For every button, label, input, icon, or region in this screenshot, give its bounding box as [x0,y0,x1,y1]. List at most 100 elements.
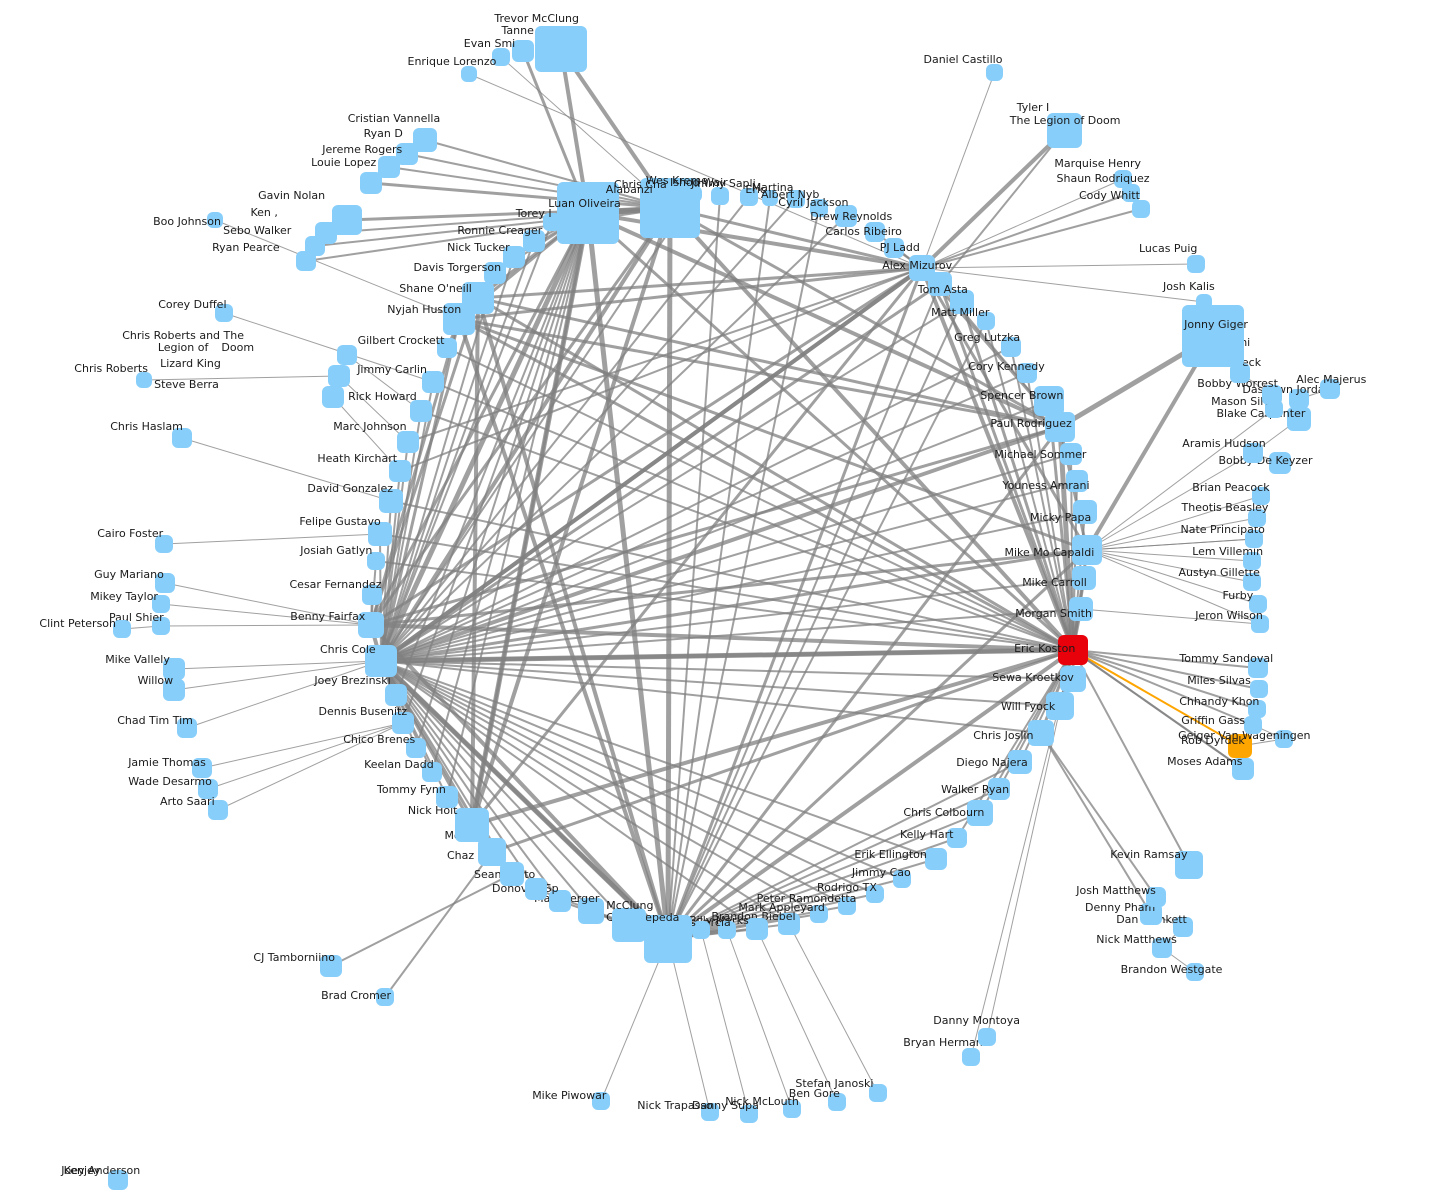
graph-node[interactable] [389,460,411,482]
graph-node[interactable] [525,878,547,900]
graph-node[interactable] [1287,407,1311,431]
graph-node[interactable] [328,365,350,387]
graph-node[interactable] [928,272,952,296]
graph-node[interactable] [1046,692,1074,720]
graph-node[interactable] [1173,917,1193,937]
graph-node[interactable] [692,921,710,939]
graph-node[interactable] [810,905,828,923]
graph-node[interactable] [215,304,233,322]
graph-node[interactable] [1152,938,1172,958]
graph-node[interactable] [986,64,1003,81]
graph-node[interactable] [686,186,702,202]
graph-node[interactable] [1243,573,1261,591]
graph-node[interactable] [523,230,545,252]
graph-node[interactable] [1073,500,1097,524]
graph-node[interactable] [396,143,418,165]
graph-node[interactable] [701,1103,719,1121]
graph-node[interactable] [436,786,458,808]
graph-node[interactable] [152,617,170,635]
graph-node[interactable] [322,386,344,408]
graph-node[interactable] [397,431,419,453]
graph-node[interactable] [367,552,385,570]
graph-node[interactable] [500,862,524,886]
graph-node[interactable] [155,535,173,553]
graph-node[interactable] [1132,200,1150,218]
graph-node[interactable] [740,1105,758,1123]
graph-node[interactable] [787,190,805,208]
graph-node[interactable] [1196,294,1212,310]
graph-node[interactable] [362,585,382,605]
graph-node[interactable] [1175,851,1203,879]
graph-node[interactable] [1320,379,1340,399]
graph-node[interactable] [376,988,394,1006]
graph-node[interactable] [718,921,736,939]
graph-node[interactable] [1072,566,1096,590]
graph-node[interactable] [1248,509,1266,527]
graph-node[interactable] [549,890,571,912]
graph-node[interactable] [1140,903,1162,925]
graph-node[interactable] [437,338,457,358]
graph-node[interactable] [1244,716,1262,734]
graph-node[interactable] [503,246,525,268]
graph-node[interactable] [379,489,403,513]
graph-node[interactable] [1114,170,1132,188]
graph-node[interactable] [1060,443,1082,465]
graph-node[interactable] [1072,535,1102,565]
graph-node[interactable] [592,1092,610,1110]
graph-node[interactable] [1248,700,1266,718]
graph-node[interactable] [378,156,400,178]
graph-node[interactable] [977,312,995,330]
graph-node[interactable] [113,620,131,638]
graph-node[interactable] [392,712,414,734]
graph-node[interactable] [512,40,534,62]
graph-node[interactable] [1034,386,1064,416]
graph-node[interactable] [1017,363,1037,383]
graph-node[interactable] [478,838,506,866]
graph-node[interactable] [365,645,397,677]
graph-node[interactable] [207,212,223,228]
graph-node[interactable] [1248,658,1268,678]
graph-node[interactable] [557,182,619,244]
graph-node[interactable] [296,251,316,271]
graph-node[interactable] [1230,363,1250,383]
graph-node[interactable] [1008,750,1032,774]
graph-node[interactable] [1269,452,1291,474]
graph-node[interactable] [198,779,218,799]
graph-node[interactable] [1262,385,1282,405]
graph-node[interactable] [962,1048,980,1066]
graph-node[interactable] [1243,552,1261,570]
graph-node[interactable] [484,262,506,284]
graph-node[interactable] [406,738,426,758]
graph-node[interactable] [1289,389,1309,409]
graph-node[interactable] [1028,720,1054,746]
graph-node[interactable] [1060,666,1086,692]
graph-node[interactable] [136,372,152,388]
graph-node[interactable] [835,205,857,227]
graph-node[interactable] [461,66,477,82]
graph-node[interactable] [1228,734,1252,758]
graph-node[interactable] [988,778,1010,800]
graph-node[interactable] [1122,184,1140,202]
graph-node[interactable] [108,1170,128,1190]
graph-node[interactable] [865,222,885,242]
graph-node[interactable] [612,908,646,942]
graph-node[interactable] [163,658,185,680]
graph-node[interactable] [192,758,212,778]
graph-node[interactable] [711,187,729,205]
graph-node[interactable] [208,800,228,820]
graph-node[interactable] [1001,337,1021,357]
graph-node[interactable] [1275,730,1293,748]
graph-node[interactable] [492,48,510,66]
graph-node[interactable] [1146,887,1166,907]
graph-node[interactable] [177,718,197,738]
graph-node[interactable] [869,1084,887,1102]
graph-node[interactable] [1045,412,1075,442]
graph-node[interactable] [1249,595,1267,613]
graph-node[interactable] [1232,758,1254,780]
graph-node[interactable] [385,684,407,706]
graph-node[interactable] [332,205,362,235]
graph-node[interactable] [762,190,778,206]
graph-node[interactable] [1058,635,1088,665]
graph-node[interactable] [543,213,561,231]
graph-node[interactable] [155,573,175,593]
